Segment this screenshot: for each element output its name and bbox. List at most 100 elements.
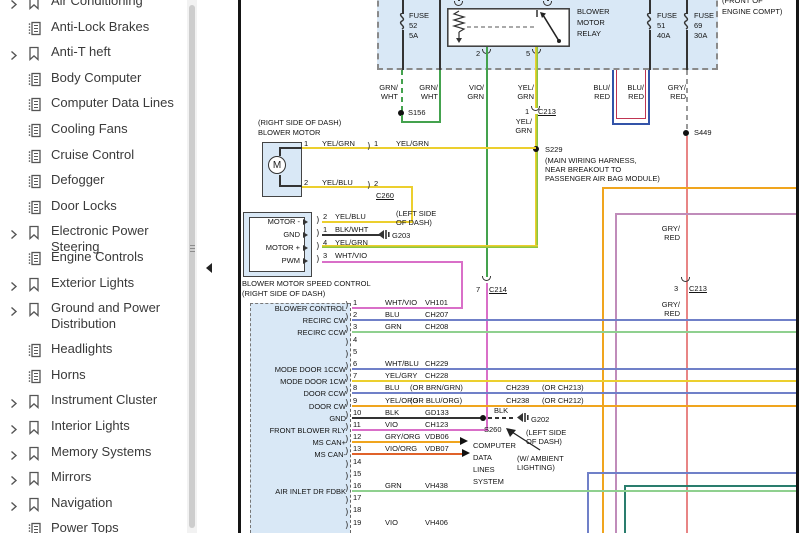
- connector-pin-number: 1: [374, 139, 379, 148]
- wire-color-label: YEL/GRN: [322, 139, 355, 148]
- pin-label: FRONT BLOWER RLY: [269, 426, 346, 435]
- chevron-right-icon[interactable]: [0, 469, 28, 491]
- sidebar-item-label: Interior Lights: [51, 417, 130, 433]
- splice-note: (MAIN WIRING HARNESS, NEAR BREAKOUT TO P…: [545, 156, 660, 183]
- wire-segment: [624, 485, 796, 487]
- chevron-right-icon[interactable]: [0, 300, 28, 322]
- chevron-right-icon[interactable]: [0, 418, 28, 440]
- wire-segment: [279, 185, 302, 187]
- diagram-frame-right: [796, 0, 799, 533]
- pin-number: 12: [353, 432, 362, 442]
- sidebar-scrollbar-thumb[interactable]: [189, 5, 195, 528]
- sidebar-item-air-conditioning[interactable]: Air Conditioning: [0, 0, 186, 19]
- wire-segment: [612, 70, 650, 125]
- fuse52-number: 52: [409, 21, 418, 30]
- wire-color-label: YEL/ORG: [385, 395, 419, 405]
- wire-segment: [401, 70, 403, 111]
- splice-id: S449: [694, 128, 712, 137]
- pin-bracket-icon: ): [345, 313, 349, 324]
- wire-segment: [352, 368, 796, 370]
- wire-color-label: WHT/BLU: [385, 359, 419, 368]
- sidebar-item-navigation[interactable]: Navigation: [0, 495, 186, 521]
- sidebar-item-interior-lights[interactable]: Interior Lights: [0, 418, 186, 444]
- wiring-diagram-canvas[interactable]: (FRONT OF ENGINE COMPT) FUSE 52 5A BLOWE…: [238, 0, 800, 533]
- sidebar-item-anti-lock-brakes[interactable]: Anti-Lock Brakes: [0, 19, 186, 45]
- pin-number: 17: [353, 493, 362, 503]
- ground-id: G202: [531, 415, 550, 424]
- chevron-right-icon: [0, 198, 28, 202]
- pin-arrow-icon: [303, 219, 308, 225]
- sidebar-item-cooling-fans[interactable]: Cooling Fans: [0, 121, 186, 147]
- ground-icon: [378, 230, 390, 239]
- wire-segment: [279, 147, 281, 156]
- sidebar-item-label: Exterior Lights: [51, 274, 135, 290]
- circuit-id-alt-label: (OR CH212): [542, 395, 584, 405]
- wire-color-label: BLU: [385, 310, 400, 320]
- wire-segment: [535, 47, 538, 108]
- chevron-right-icon[interactable]: [0, 223, 28, 245]
- scrollbar-grip-line: [189, 245, 195, 246]
- collapse-sidebar-icon[interactable]: [206, 263, 212, 273]
- blower-motor-title: BLOWER MOTOR: [258, 128, 321, 137]
- blower-motor-relay-symbol: [447, 8, 570, 47]
- splice-dot: [398, 110, 404, 116]
- wire-segment: [352, 490, 796, 492]
- chevron-right-icon[interactable]: [0, 0, 28, 15]
- chevron-right-icon: [0, 520, 28, 524]
- control-module-box: [250, 303, 350, 533]
- sidebar-item-ground-and-power-distribution[interactable]: Ground and Power Distribution: [0, 300, 186, 341]
- systems-sidebar: Air Conditioning Anti-Lock Brakes Anti-T h…: [0, 0, 186, 533]
- circuit-id-label: CH208: [425, 322, 449, 332]
- pin-label: PWM: [281, 256, 300, 265]
- sidebar-item-electronic-power-steering[interactable]: Electronic Power Steering: [0, 223, 186, 254]
- fuse69-number: 69: [694, 21, 703, 30]
- pin-bracket-icon: ): [345, 325, 349, 336]
- chevron-right-icon[interactable]: [0, 392, 28, 414]
- pin-bracket-icon: ): [345, 337, 349, 348]
- sidebar-item-instrument-cluster[interactable]: Instrument Cluster: [0, 392, 186, 418]
- pin-label: MOTOR +: [265, 243, 300, 252]
- panel-splitter[interactable]: [198, 0, 238, 533]
- chevron-right-icon: [0, 341, 28, 345]
- wire-color-label: GRY/ORG: [385, 432, 421, 442]
- sidebar-item-door-locks[interactable]: Door Locks: [0, 198, 186, 224]
- sidebar-item-memory-systems[interactable]: Memory Systems: [0, 444, 186, 470]
- connector-icon: [681, 277, 690, 282]
- sidebar-item-mirrors[interactable]: Mirrors: [0, 469, 186, 495]
- sidebar-item-horns[interactable]: Horns: [0, 367, 186, 393]
- sidebar-item-headlights[interactable]: Headlights: [0, 341, 186, 367]
- chevron-right-icon[interactable]: [0, 495, 28, 517]
- wire-segment: [352, 380, 796, 383]
- circuit-id-label: VH406: [425, 517, 448, 527]
- sidebar-item-cruise-control[interactable]: Cruise Control: [0, 147, 186, 173]
- pin-number: 14: [353, 456, 362, 466]
- document-icon: [28, 121, 45, 143]
- sidebar-item-defogger[interactable]: Defogger: [0, 172, 186, 198]
- connector-pin-number: 3: [674, 284, 679, 293]
- system-ref-label: SYSTEM: [473, 477, 504, 486]
- sidebar-item-anti-t-heft[interactable]: Anti-T heft: [0, 44, 186, 70]
- sidebar-item-power-tops[interactable]: Power Tops: [0, 520, 186, 533]
- pin-number: 19: [353, 517, 362, 527]
- relay-pin2-number: 2: [476, 49, 481, 58]
- wire-segment: [352, 453, 462, 456]
- circuit-id-label: VDB07: [425, 444, 449, 454]
- wire-segment: [486, 47, 488, 277]
- chevron-right-icon[interactable]: [0, 44, 28, 66]
- wire-segment: [322, 221, 413, 223]
- pin-arrow-icon: [303, 232, 308, 238]
- sidebar-item-computer-data-lines[interactable]: Computer Data Lines: [0, 95, 186, 121]
- fuse-icon: [683, 13, 689, 30]
- sidebar-item-body-computer[interactable]: Body Computer: [0, 70, 186, 96]
- chevron-right-icon[interactable]: [0, 444, 28, 466]
- pin-number: 1: [304, 139, 309, 148]
- wire-segment: [322, 234, 381, 236]
- sidebar-item-exterior-lights[interactable]: Exterior Lights: [0, 275, 186, 301]
- wire-segment: [602, 187, 796, 189]
- sidebar-item-engine-controls[interactable]: Engine Controls: [0, 249, 186, 275]
- wire-color-label: YEL/GRY: [385, 371, 418, 381]
- chevron-right-icon[interactable]: [0, 275, 28, 297]
- pin-bracket-icon: ): [345, 459, 349, 470]
- motor-symbol: M: [268, 156, 286, 174]
- bookmark-icon: [28, 469, 45, 491]
